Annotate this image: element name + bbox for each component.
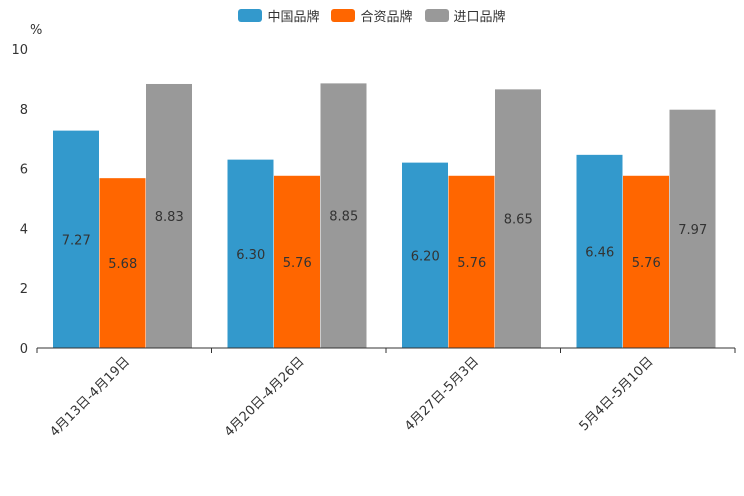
bar[interactable] bbox=[495, 89, 541, 349]
x-category-label: 4月27日-5月3日 bbox=[402, 354, 482, 434]
data-label: 8.85 bbox=[329, 210, 358, 225]
data-label: 6.20 bbox=[411, 249, 440, 264]
bar[interactable] bbox=[320, 83, 367, 348]
x-category-label: 4月20日-4月26日 bbox=[222, 354, 308, 440]
bars-layer: 7.27 5.68 8.83 6.30 5.76 8.85 6.20 5.76 8.65 6.46… bbox=[53, 83, 716, 349]
data-label: 7.97 bbox=[678, 223, 707, 238]
bar[interactable] bbox=[448, 175, 495, 348]
legend-item[interactable]: 进口品牌 bbox=[424, 6, 506, 25]
data-label: 8.83 bbox=[155, 210, 184, 225]
bar[interactable] bbox=[402, 162, 448, 348]
y-tick-label: 8 bbox=[20, 103, 28, 118]
bar[interactable] bbox=[576, 154, 623, 348]
bar[interactable] bbox=[146, 83, 192, 348]
legend: 中国品牌 合资品牌 进口品牌 bbox=[0, 6, 744, 25]
y-tick-label: 10 bbox=[11, 43, 28, 58]
bar[interactable] bbox=[623, 175, 669, 348]
legend-label: 中国品牌 bbox=[267, 10, 320, 25]
legend-label: 合资品牌 bbox=[360, 10, 413, 25]
data-label: 7.27 bbox=[62, 233, 91, 248]
legend-item[interactable]: 合资品牌 bbox=[331, 6, 413, 25]
data-label: 6.30 bbox=[236, 248, 265, 263]
data-label: 5.76 bbox=[283, 256, 312, 271]
legend-swatch bbox=[238, 9, 263, 22]
bar[interactable] bbox=[53, 130, 99, 348]
legend-swatch bbox=[331, 9, 356, 22]
y-tick-label: 2 bbox=[20, 282, 28, 297]
bar[interactable] bbox=[227, 159, 274, 348]
x-category-label: 4月13日-4月19日 bbox=[47, 354, 133, 440]
data-label: 5.76 bbox=[457, 256, 486, 271]
legend-label: 进口品牌 bbox=[453, 10, 506, 25]
y-tick-label: 6 bbox=[20, 163, 28, 178]
y-tick-label: 0 bbox=[20, 342, 28, 357]
legend-item[interactable]: 中国品牌 bbox=[238, 6, 319, 25]
data-label: 8.65 bbox=[504, 213, 533, 228]
bar[interactable] bbox=[99, 178, 146, 348]
data-label: 5.76 bbox=[632, 256, 661, 271]
data-label: 5.68 bbox=[108, 257, 137, 272]
y-tick-label: 4 bbox=[20, 222, 28, 237]
data-label: 6.46 bbox=[585, 245, 614, 260]
x-category-label: 5月4日-5月10日 bbox=[577, 354, 657, 434]
bar[interactable] bbox=[669, 109, 716, 349]
legend-swatch bbox=[424, 9, 449, 22]
y-axis-unit: % bbox=[30, 23, 42, 38]
bar[interactable] bbox=[274, 175, 320, 348]
